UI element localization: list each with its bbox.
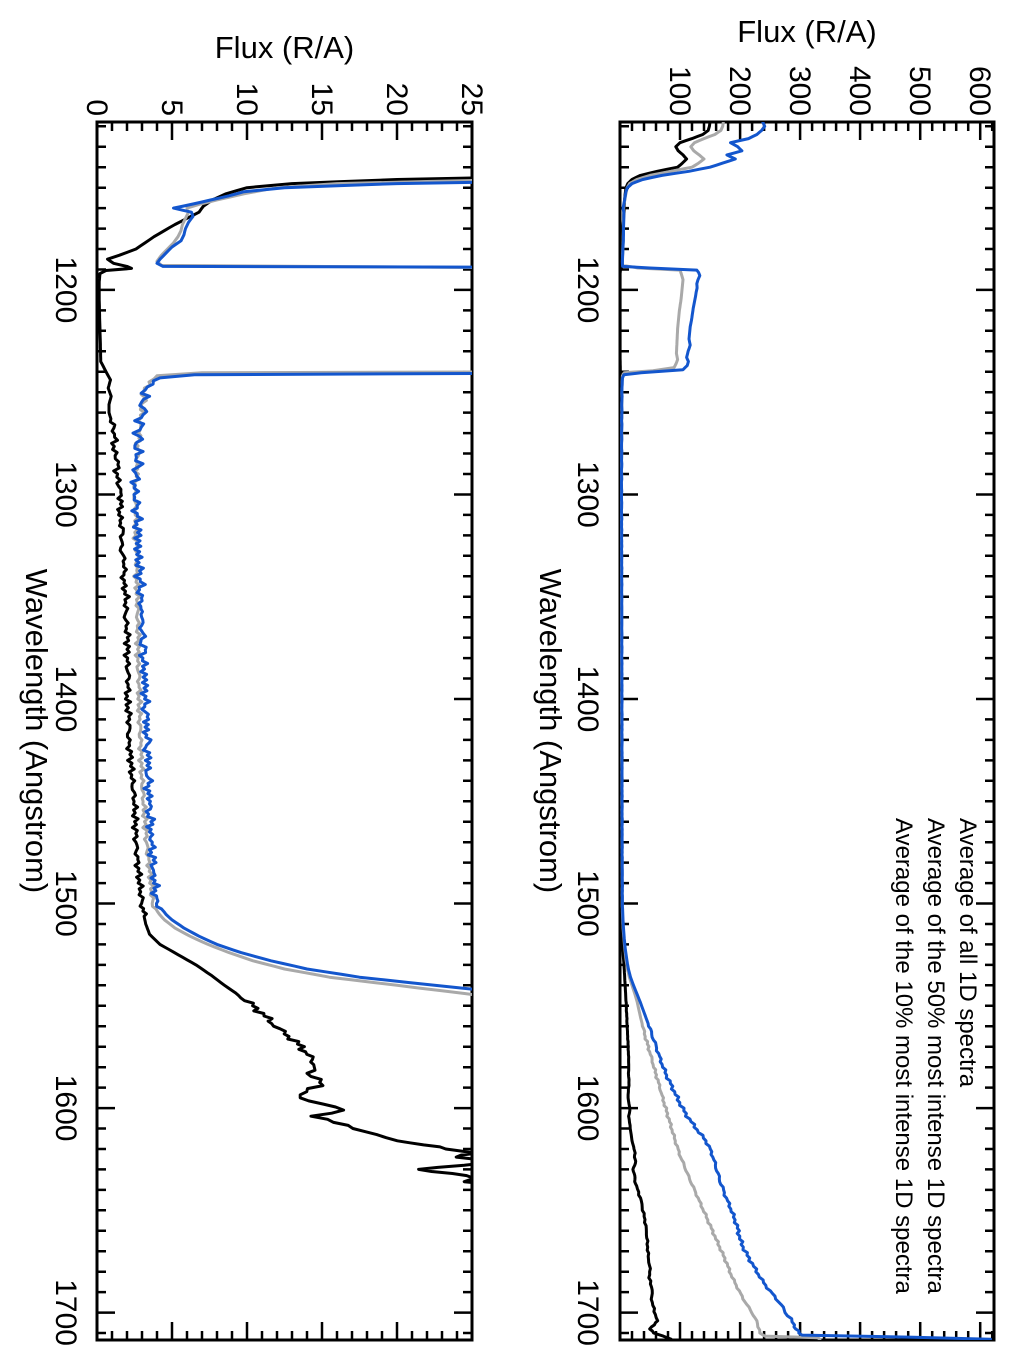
svg-text:1500: 1500: [49, 870, 82, 937]
svg-text:25: 25: [455, 83, 488, 116]
legend-entry-3: Average of the 10% most intense 1D spect…: [890, 818, 917, 1294]
curve-average-of-the-50-most-intense-1d-spectra: [131, 122, 472, 1340]
svg-text:1300: 1300: [49, 461, 82, 528]
svg-text:1400: 1400: [571, 666, 604, 733]
svg-text:1200: 1200: [571, 257, 604, 324]
svg-text:15: 15: [305, 83, 338, 116]
svg-text:600: 600: [963, 66, 996, 116]
curve-average-of-all-1d-spectra: [620, 122, 712, 1340]
panel-2-x-tick-labels: 1200 1300 1400 1500 1600 1700: [49, 257, 82, 1346]
panel-2-ticks: [95, 122, 474, 1340]
svg-text:1600: 1600: [49, 1075, 82, 1142]
svg-text:1600: 1600: [571, 1075, 604, 1142]
svg-text:1500: 1500: [571, 870, 604, 937]
panel-2-y-tick-labels: 0 5 10 15 20 25: [80, 83, 488, 116]
panel-2-curves: [97, 122, 472, 1340]
curve-average-of-the-50-most-intense-1d-spectra: [620, 122, 822, 1340]
svg-text:1200: 1200: [49, 257, 82, 324]
panel-1-x-tick-labels: 1200 1300 1400 1500 1600 1700: [571, 257, 604, 1346]
svg-text:5: 5: [155, 99, 188, 116]
svg-text:100: 100: [663, 66, 696, 116]
svg-text:20: 20: [380, 83, 413, 116]
svg-text:1700: 1700: [571, 1279, 604, 1346]
panel-1-y-axis-title: Flux (R/A): [737, 14, 877, 49]
legend-entry-2: Average of the 50% most intense 1D spect…: [922, 818, 949, 1294]
panel-2-y-axis-title: Flux (R/A): [215, 30, 355, 65]
svg-text:10: 10: [230, 83, 263, 116]
panel-1-y-tick-labels: 100 200 300 400 500 600: [663, 66, 996, 116]
svg-text:200: 200: [723, 66, 756, 116]
svg-text:500: 500: [903, 66, 936, 116]
curve-average-of-the-10-most-intense-1d-spectra: [129, 122, 472, 1340]
curve-average-of-the-10-most-intense-1d-spectra: [620, 122, 992, 1340]
panel-2-frame: [95, 120, 474, 1342]
svg-text:1400: 1400: [49, 666, 82, 733]
svg-text:300: 300: [783, 66, 816, 116]
curve-average-of-all-1d-spectra: [97, 122, 472, 1340]
svg-text:0: 0: [80, 99, 113, 116]
svg-text:1700: 1700: [49, 1279, 82, 1346]
panel-2-x-axis-title: Wavelength (Angstrom): [19, 569, 54, 893]
svg-text:1300: 1300: [571, 461, 604, 528]
panel-1-x-axis-title: Wavelength (Angstrom): [533, 569, 568, 893]
panel-1-curves: [620, 122, 992, 1340]
svg-text:400: 400: [843, 66, 876, 116]
legend-entry-1: Average of all 1D spectra: [954, 818, 981, 1088]
